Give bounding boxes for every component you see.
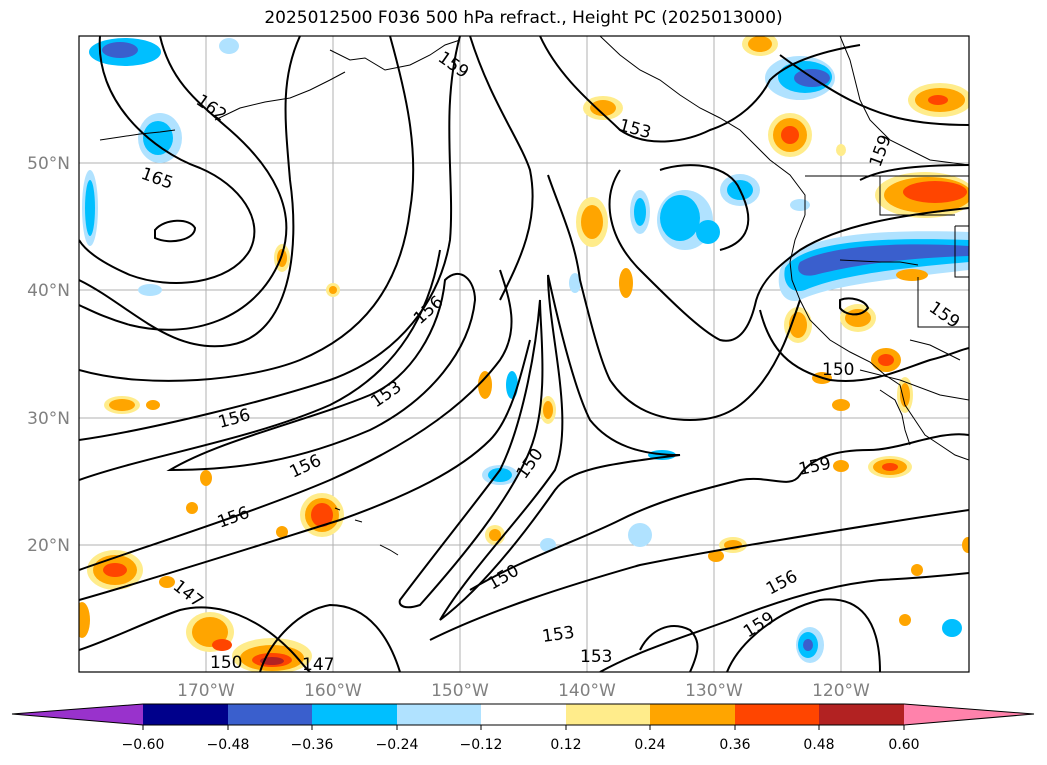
contour-label-150: 150 (210, 653, 242, 673)
lon-label-170w: 170°W (177, 681, 235, 701)
refractivity-shading (79, 36, 969, 672)
colorbar-tick-label: −0.60 (122, 737, 165, 753)
height-contours (79, 36, 969, 672)
colorbar-swatch (566, 704, 650, 725)
colorbar-tick-label: 0.60 (888, 737, 919, 753)
longitude-labels: 170°W 160°W 150°W 140°W 130°W 120°W (177, 681, 870, 701)
contour-label-153: 153 (580, 647, 612, 667)
colorbar-tick-label: −0.48 (207, 737, 250, 753)
contour-label-153: 153 (541, 623, 576, 647)
lon-label-120w: 120°W (812, 681, 870, 701)
colorbar-tick-label: 0.12 (550, 737, 581, 753)
graticule (79, 36, 969, 672)
contour-label-147: 147 (302, 655, 334, 675)
colorbar-tick-label: −0.12 (460, 737, 503, 753)
colorbar-extend-low (12, 704, 143, 725)
colorbar-swatch (143, 704, 228, 725)
colorbar-swatch (397, 704, 481, 725)
colorbar-swatch (650, 704, 735, 725)
map-title: 2025012500 F036 500 hPa refract., Height… (264, 8, 783, 28)
colorbar-swatch (228, 704, 312, 725)
colorbar-swatch (312, 704, 397, 725)
lon-label-160w: 160°W (304, 681, 362, 701)
colorbar-tick-label: 0.24 (634, 737, 665, 753)
map-background (79, 36, 969, 672)
colorbar-extend-high (904, 704, 1034, 725)
colorbar-tick-label: 0.36 (719, 737, 750, 753)
lat-label-30n: 30°N (27, 409, 70, 429)
lon-label-150w: 150°W (431, 681, 489, 701)
colorbar-swatch (819, 704, 904, 725)
lat-label-50n: 50°N (27, 154, 70, 174)
positive-anomaly-patches (79, 36, 969, 672)
colorbar-tick-label: −0.36 (291, 737, 334, 753)
lat-label-40n: 40°N (27, 281, 70, 301)
colorbar-swatch (481, 704, 566, 725)
lat-label-20n: 20°N (27, 536, 70, 556)
lon-label-130w: 130°W (685, 681, 743, 701)
lon-label-140w: 140°W (558, 681, 616, 701)
colorbar-tick-label: −0.24 (376, 737, 419, 753)
latitude-labels: 50°N 40°N 30°N 20°N (27, 154, 70, 556)
negative-anomaly-patches (82, 38, 969, 663)
map-frame (78, 35, 970, 673)
colorbar-tick-label: 0.48 (803, 737, 834, 753)
contour-label-156: 150 (822, 360, 854, 380)
colorbar: −0.60 −0.48 −0.36 −0.24 −0.12 0.12 0.24 … (11, 703, 1035, 753)
colorbar-swatch (735, 704, 819, 725)
